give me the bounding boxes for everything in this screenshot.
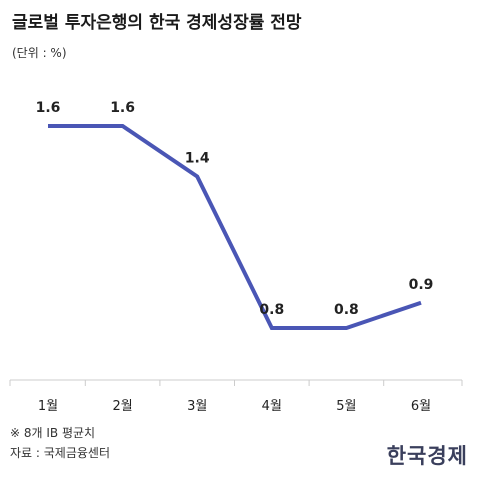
data-label: 1.6 bbox=[36, 100, 61, 116]
data-label: 0.9 bbox=[409, 277, 434, 293]
unit-label: (단위 : %) bbox=[12, 46, 67, 60]
series-line bbox=[48, 124, 422, 330]
footnote: ※ 8개 IB 평균치 bbox=[10, 426, 96, 440]
x-tick-label: 4월 bbox=[262, 399, 282, 414]
x-tick-label: 2월 bbox=[112, 399, 132, 414]
data-label: 1.6 bbox=[110, 100, 135, 116]
data-label: 0.8 bbox=[259, 302, 284, 318]
x-tick-label: 3월 bbox=[187, 399, 207, 414]
data-label: 1.4 bbox=[185, 151, 210, 167]
x-tick-label: 5월 bbox=[336, 399, 356, 414]
x-tick-label: 1월 bbox=[38, 399, 58, 414]
chart-title: 글로벌 투자은행의 한국 경제성장률 전망 bbox=[12, 13, 302, 33]
data-label: 0.8 bbox=[334, 302, 359, 318]
brand-logo: 한국경제 bbox=[386, 443, 468, 468]
x-tick-label: 6월 bbox=[411, 399, 431, 414]
source-note: 자료 : 국제금융센터 bbox=[10, 446, 110, 460]
